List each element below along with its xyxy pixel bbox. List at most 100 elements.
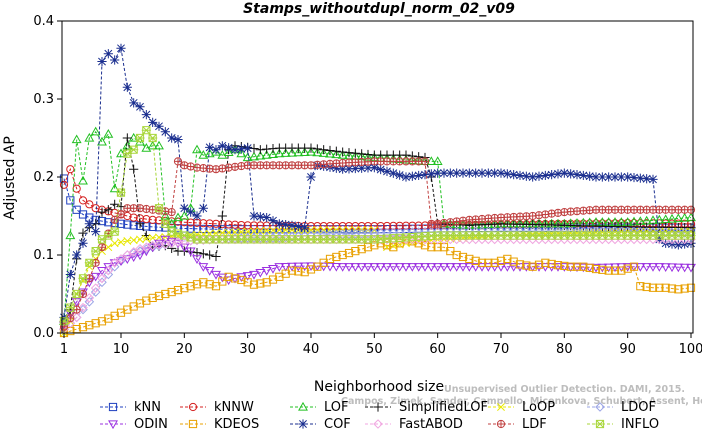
data-point [597, 172, 607, 182]
data-point [237, 275, 246, 285]
data-point [369, 163, 379, 173]
data-point [261, 267, 272, 276]
data-point [420, 232, 430, 241]
data-point [78, 323, 88, 332]
data-point [407, 263, 418, 272]
data-point [635, 263, 646, 272]
data-point [78, 238, 88, 248]
data-point [223, 147, 234, 157]
data-point [508, 263, 519, 272]
data-point [319, 226, 328, 234]
data-point [160, 219, 170, 228]
data-point [382, 166, 392, 176]
data-point [142, 234, 151, 243]
data-point [509, 257, 518, 266]
data-point [109, 259, 120, 268]
data-point [660, 214, 671, 224]
data-point [635, 173, 645, 183]
data-point [300, 268, 309, 277]
data-point [313, 226, 322, 234]
data-point [242, 272, 253, 281]
data-point [325, 254, 335, 264]
data-point [344, 148, 354, 158]
data-point [496, 231, 506, 240]
data-point [199, 219, 208, 228]
data-point [154, 291, 164, 301]
data-point [148, 117, 158, 127]
data-point [604, 231, 614, 240]
series-knnw [59, 165, 696, 231]
data-point [528, 262, 537, 271]
data-point [237, 220, 246, 230]
data-point [408, 221, 417, 230]
data-point [420, 221, 430, 230]
data-point [192, 211, 202, 221]
data-point [679, 212, 690, 222]
data-point [319, 225, 328, 234]
data-point [332, 252, 341, 262]
data-point [331, 149, 342, 159]
data-point [616, 172, 626, 182]
data-point [294, 267, 303, 276]
data-point [129, 236, 138, 245]
data-point [540, 170, 550, 181]
data-point [502, 169, 512, 179]
data-point [167, 287, 176, 297]
data-point [84, 293, 95, 303]
data-point [515, 231, 525, 240]
data-point [72, 289, 82, 299]
data-point [370, 241, 379, 250]
data-point [351, 247, 360, 256]
data-point [325, 262, 335, 272]
data-point [91, 227, 101, 237]
legend-marker [188, 419, 198, 429]
data-point [78, 196, 88, 205]
data-point [452, 168, 462, 178]
data-point [255, 145, 265, 155]
data-point [85, 321, 94, 330]
data-point [97, 277, 107, 288]
data-point [97, 56, 107, 67]
data-point [306, 143, 316, 153]
data-point [401, 172, 411, 182]
data-point [167, 208, 176, 217]
data-point [180, 284, 189, 293]
data-point [306, 235, 316, 244]
legend-marker [188, 402, 198, 412]
data-point [566, 262, 575, 271]
data-point [528, 172, 538, 182]
data-point [331, 163, 341, 173]
data-point [205, 225, 214, 234]
data-point [103, 49, 113, 59]
y-tick-label: 0.4 [33, 14, 54, 29]
data-point [654, 263, 665, 272]
data-point [59, 317, 69, 326]
data-point [110, 55, 120, 65]
data-point [256, 227, 265, 235]
y-tick-label: 0.2 [33, 170, 54, 185]
data-point [306, 262, 316, 272]
data-point [230, 145, 240, 155]
data-point [591, 263, 601, 273]
data-point [350, 235, 360, 244]
data-point [280, 262, 291, 272]
data-point [217, 150, 228, 159]
data-point [553, 261, 563, 270]
data-point [173, 286, 183, 295]
data-point [65, 309, 76, 319]
data-point [344, 248, 354, 258]
data-point [363, 225, 373, 234]
legend-marker [373, 419, 383, 429]
data-point [414, 170, 424, 181]
data-point [585, 171, 595, 181]
data-point [78, 302, 88, 313]
data-point [236, 148, 247, 158]
data-point [224, 220, 233, 229]
data-point [262, 235, 272, 244]
data-point [129, 164, 139, 174]
data-point [299, 262, 310, 272]
data-point [293, 221, 303, 232]
data-point [268, 144, 278, 154]
data-point [356, 263, 367, 272]
legend-label: LDOF [621, 400, 656, 415]
